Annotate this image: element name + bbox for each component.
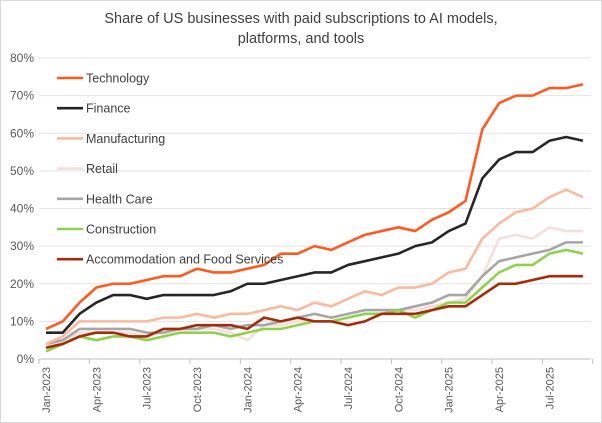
legend: Technology Finance Manufacturing Retail Heal… [57, 72, 283, 267]
y-tick-label: 40% [10, 202, 34, 216]
legend-label: Manufacturing [86, 132, 165, 146]
legend-label: Retail [86, 162, 118, 176]
x-tick-label: Jul-2023 [142, 367, 154, 409]
y-tick-label: 20% [10, 277, 34, 291]
legend-label: Technology [86, 72, 150, 86]
y-tick-label: 70% [10, 89, 34, 103]
x-tick-label: Apr-2025 [494, 367, 506, 412]
series-line-accommodation-and-food-services [45, 274, 583, 349]
x-tick-label: Jul-2024 [343, 367, 355, 409]
y-tick-label: 50% [10, 164, 34, 178]
y-tick-label: 80% [10, 51, 34, 65]
series-line-technology [45, 83, 584, 331]
x-tick-label: Apr-2023 [91, 367, 103, 412]
x-tick-label: Jan-2024 [242, 367, 254, 413]
legend-label: Construction [86, 223, 156, 237]
x-tick-label: Oct-2024 [393, 367, 405, 412]
x-tick-label: Oct-2023 [192, 367, 204, 412]
y-tick-label: 10% [10, 314, 34, 328]
legend-label: Finance [86, 102, 131, 116]
series-line-health-care [45, 241, 583, 346]
legend-label: Health Care [86, 192, 153, 206]
x-tick-label: Apr-2024 [293, 367, 305, 412]
chart-title: Share of US businesses with paid subscri… [0, 9, 602, 49]
y-tick-label: 30% [10, 239, 34, 253]
chart-title-line-2: platforms, and tools [237, 31, 365, 47]
chart-title-line-1: Share of US businesses with paid subscri… [104, 11, 498, 27]
y-tick-label: 0% [17, 352, 35, 366]
series-line-manufacturing [45, 188, 584, 346]
y-tick-label: 60% [10, 126, 34, 140]
legend-label: Accommodation and Food Services [86, 253, 283, 267]
x-tick-label: Jul-2025 [544, 367, 556, 409]
x-tick-label: Jan-2025 [444, 367, 456, 413]
x-tick-label: Jan-2023 [41, 367, 53, 413]
series-line-finance [46, 135, 584, 334]
